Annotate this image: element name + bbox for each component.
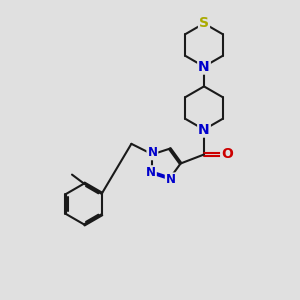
Text: O: O — [221, 148, 233, 161]
Text: N: N — [147, 146, 158, 159]
Text: N: N — [198, 60, 210, 74]
Text: S: S — [199, 16, 209, 30]
Text: N: N — [166, 173, 176, 186]
Text: N: N — [198, 123, 210, 136]
Text: N: N — [146, 166, 156, 179]
